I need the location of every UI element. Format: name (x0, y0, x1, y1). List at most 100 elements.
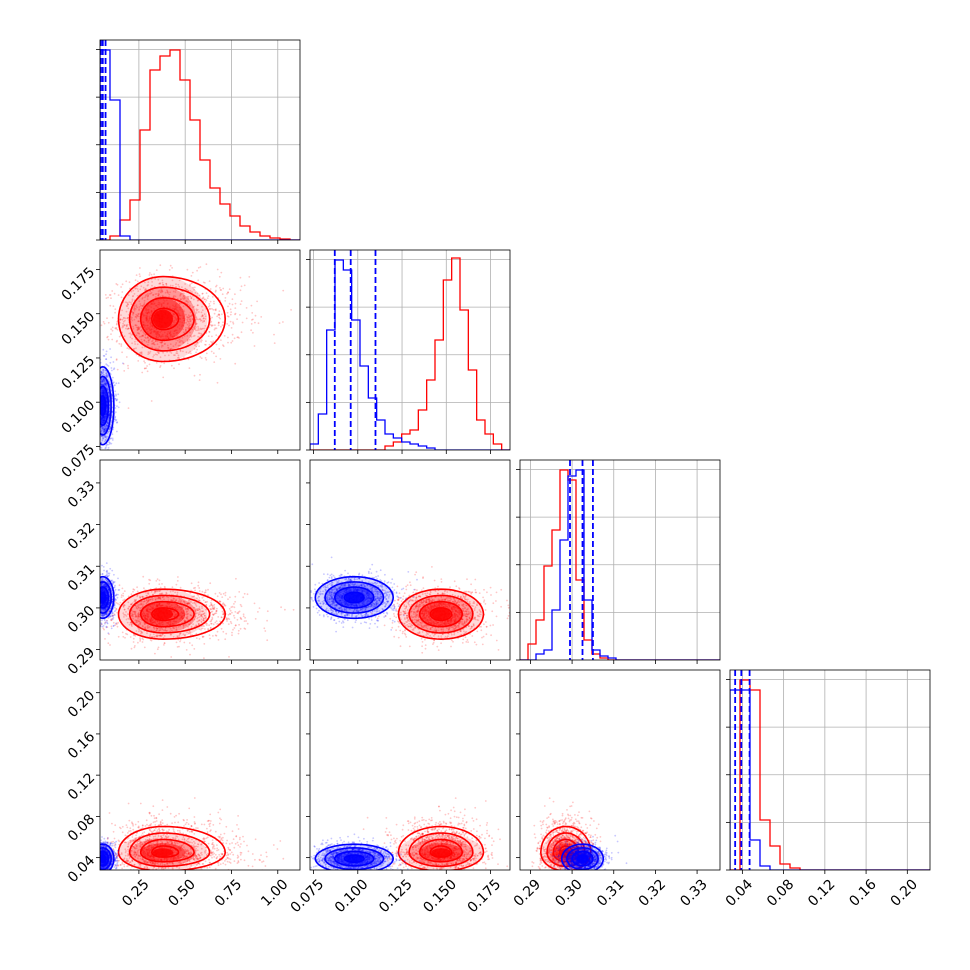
scatter-point (97, 397, 99, 399)
scatter-point (231, 605, 234, 608)
scatter-point (153, 273, 156, 276)
scatter-point (130, 603, 133, 606)
scatter-point (189, 300, 192, 303)
scatter-point (97, 599, 99, 601)
scatter-point (195, 326, 197, 329)
scatter-point (232, 322, 235, 325)
scatter-point (96, 405, 98, 407)
scatter-point (224, 638, 227, 641)
scatter-point (168, 293, 171, 296)
scatter-point (194, 586, 197, 589)
scatter-point (166, 351, 169, 353)
scatter-point (96, 591, 98, 593)
scatter-point (181, 340, 184, 343)
scatter-point (207, 305, 210, 308)
scatter-point (191, 318, 194, 320)
scatter-point (91, 585, 93, 587)
scatter-point (174, 591, 177, 594)
scatter-point (188, 322, 191, 325)
scatter-point (183, 297, 186, 300)
scatter-point (146, 627, 149, 629)
scatter-point (128, 605, 130, 608)
scatter-point (136, 288, 139, 290)
scatter-point (97, 416, 99, 418)
scatter-point (203, 614, 206, 617)
scatter-point (95, 592, 97, 594)
scatter-point (190, 582, 193, 585)
scatter-point (97, 400, 99, 402)
scatter-point (147, 284, 150, 286)
scatter-point (97, 425, 99, 427)
scatter-point (96, 604, 98, 606)
scatter-point (149, 598, 152, 601)
scatter-point (126, 305, 128, 308)
scatter-point (198, 599, 201, 602)
scatter-point (105, 570, 108, 573)
scatter-point (248, 276, 251, 278)
scatter-point (231, 340, 234, 342)
scatter-point (97, 400, 99, 402)
scatter-point (187, 316, 190, 319)
panel-0-0 (96, 39, 301, 244)
scatter-point (202, 617, 205, 620)
scatter-point (179, 600, 182, 603)
scatter-point (132, 641, 135, 643)
scatter-point (210, 350, 213, 353)
scatter-point (96, 593, 98, 595)
scatter-point (97, 414, 99, 416)
scatter-point (126, 328, 129, 330)
scatter-point (159, 282, 161, 284)
contour-line (100, 385, 110, 427)
scatter-point (222, 592, 225, 595)
scatter-point (183, 641, 186, 644)
scatter-point (185, 328, 187, 331)
scatter-point (105, 358, 108, 361)
scatter-point (170, 364, 173, 367)
scatter-point (144, 626, 147, 629)
scatter-point (98, 387, 100, 389)
scatter-point (222, 613, 224, 615)
scatter-point (107, 431, 110, 433)
scatter-point (114, 407, 117, 409)
scatter-point (221, 610, 224, 613)
scatter-point (100, 435, 103, 438)
scatter-point (195, 605, 198, 607)
contour-line (151, 607, 180, 622)
scatter-point (138, 609, 141, 612)
scatter-point (149, 638, 152, 641)
scatter-point (159, 634, 162, 636)
scatter-point (97, 392, 99, 394)
scatter-point (93, 433, 95, 435)
scatter-point (200, 311, 203, 314)
scatter-point (103, 383, 105, 386)
scatter-point (204, 357, 207, 359)
scatter-point (214, 592, 217, 595)
scatter-point (96, 581, 98, 583)
scatter-point (122, 362, 124, 365)
scatter-point (202, 281, 205, 284)
scatter-point (236, 612, 239, 614)
scatter-point (227, 598, 229, 601)
scatter-point (133, 610, 135, 613)
scatter-point (136, 332, 139, 334)
scatter-point (98, 383, 100, 385)
scatter-point (93, 417, 95, 419)
scatter-point (233, 603, 235, 605)
scatter-point (109, 441, 111, 444)
scatter-point (177, 625, 180, 628)
scatter-point (94, 401, 96, 403)
scatter-point (216, 630, 219, 633)
scatter-point (121, 325, 124, 327)
scatter-point (137, 614, 140, 617)
scatter-point (170, 656, 173, 658)
scatter-point (96, 601, 98, 603)
scatter-point (116, 339, 118, 342)
scatter-point (202, 610, 205, 613)
histogram-series-0 (310, 257, 510, 450)
scatter-point (238, 591, 241, 593)
scatter-point (123, 335, 126, 338)
scatter-point (193, 606, 195, 609)
scatter-point (167, 292, 170, 294)
scatter-point (139, 637, 141, 640)
scatter-point (188, 623, 191, 626)
